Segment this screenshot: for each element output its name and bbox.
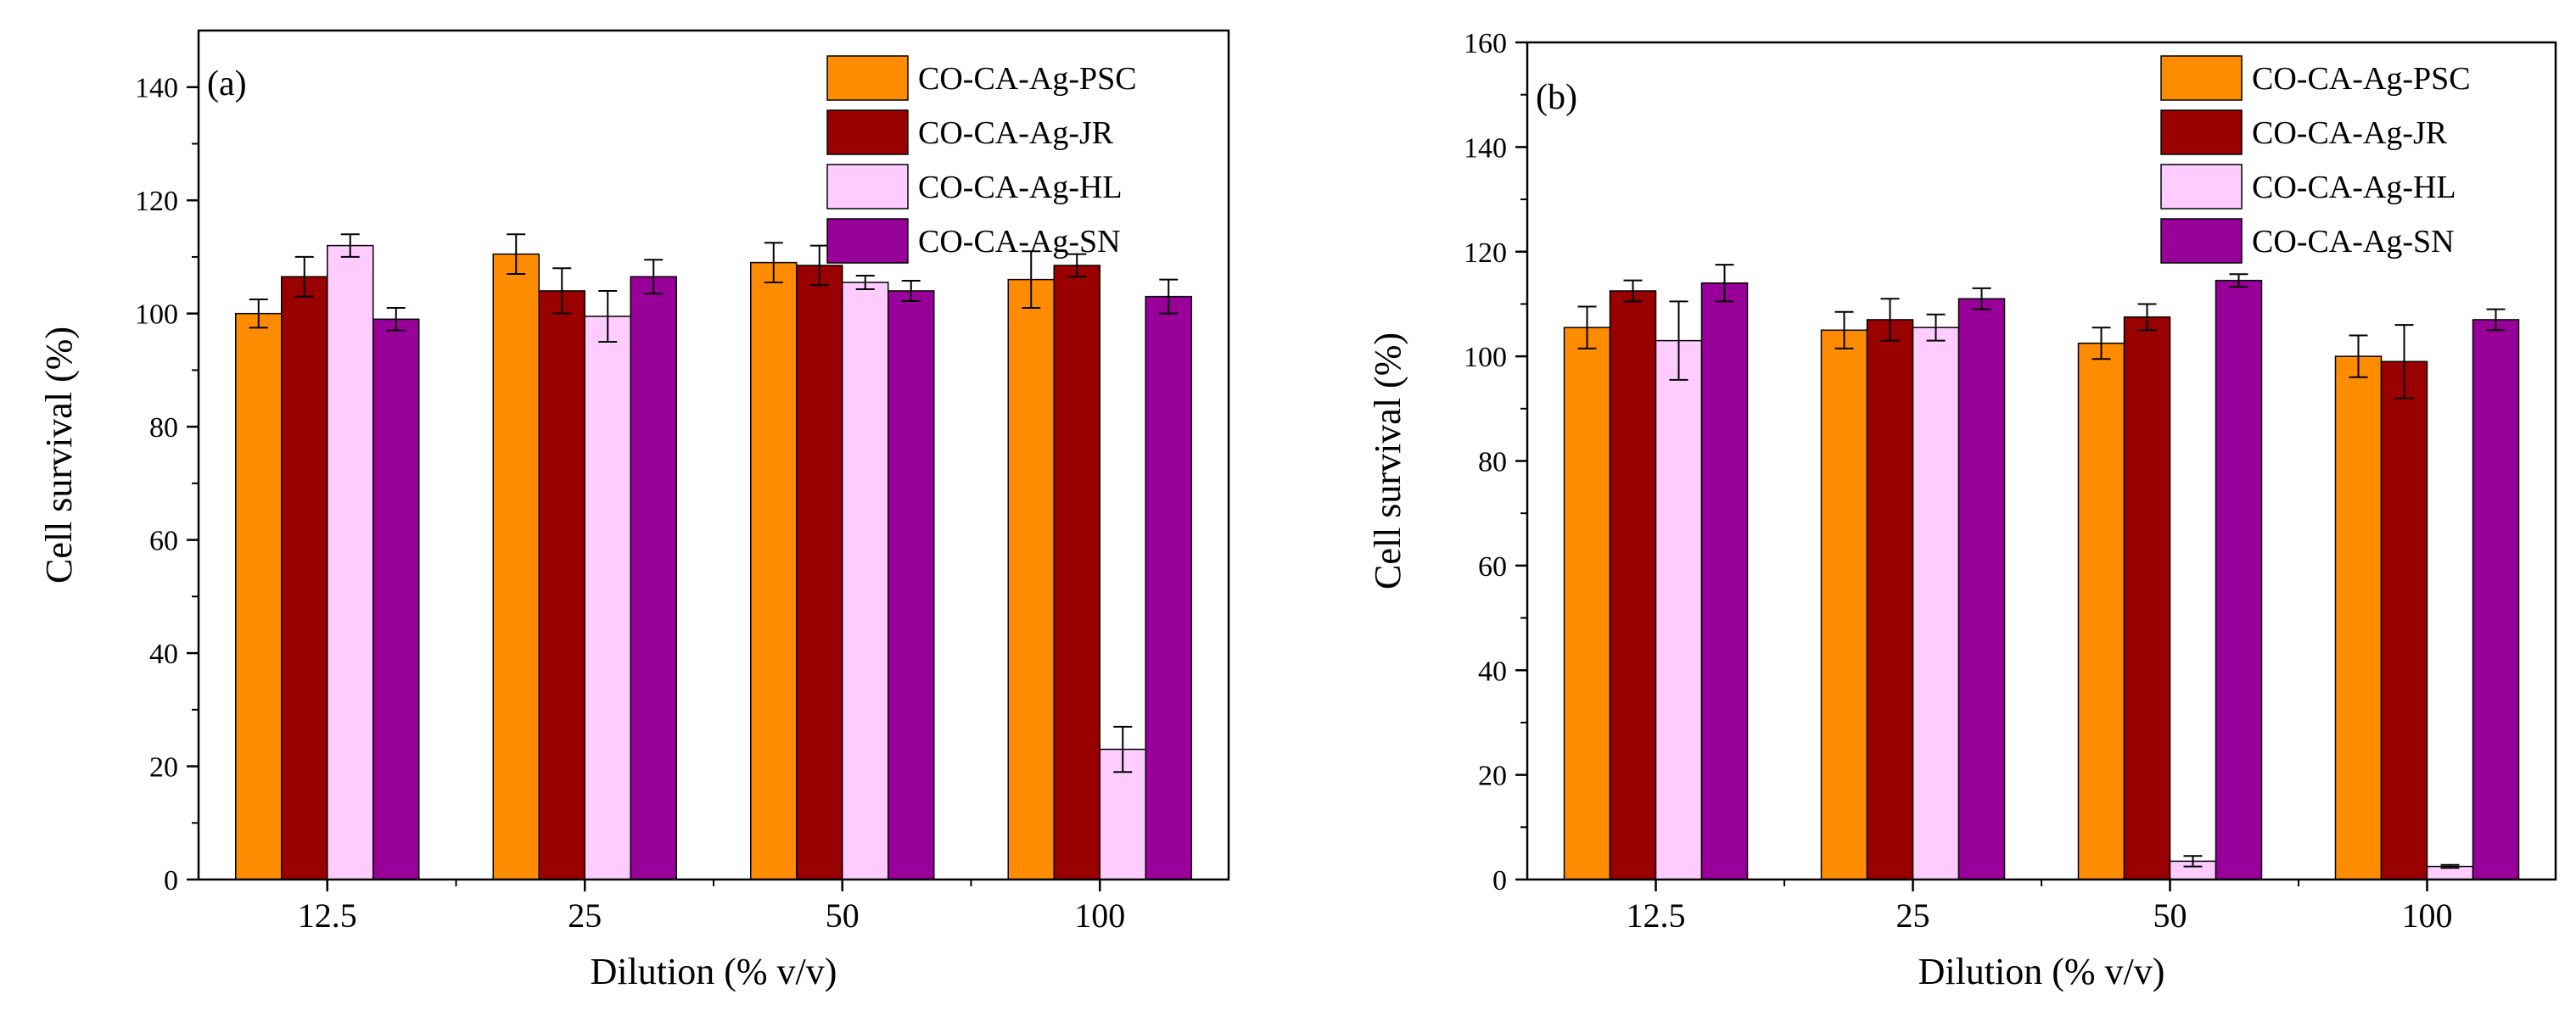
y-axis-title-b: Cell survival (%) bbox=[1367, 332, 1408, 589]
legend-swatch-a-co-ca-ag-psc bbox=[826, 55, 909, 101]
x-tick-label-b-25: 25 bbox=[1896, 896, 1930, 935]
legend-label-b-co-ca-ag-hl: CO-CA-Ag-HL bbox=[2252, 170, 2456, 205]
x-tick-label-b-12.5: 12.5 bbox=[1627, 896, 1686, 935]
bar-a-co-ca-ag-sn-100 bbox=[1145, 295, 1192, 880]
bar-b-co-ca-ag-jr-25 bbox=[1866, 319, 1914, 880]
chart-panel-b: 0 20 40 60 80 100 120 140 160 12.5 25 50 100 Dilution… bbox=[1367, 28, 2557, 992]
y-tick-label-a-20: 20 bbox=[149, 752, 178, 784]
legend-label-b-co-ca-ag-sn: CO-CA-Ag-SN bbox=[2252, 224, 2455, 260]
bar-a-co-ca-ag-psc-25 bbox=[492, 253, 540, 880]
bar-a-co-ca-ag-jr-12.5 bbox=[281, 276, 328, 880]
x-tick-label-a-25: 25 bbox=[568, 896, 602, 935]
bar-b-co-ca-ag-jr-100 bbox=[2380, 360, 2428, 880]
y-tick-label-b-80: 80 bbox=[1478, 447, 1507, 478]
bar-b-co-ca-ag-sn-25 bbox=[1957, 298, 2006, 880]
legend-label-b-co-ca-ag-jr: CO-CA-Ag-JR bbox=[2252, 115, 2448, 151]
bar-b-co-ca-ag-psc-50 bbox=[2077, 342, 2125, 880]
bar-b-co-ca-ag-sn-12.5 bbox=[1700, 282, 1749, 880]
y-tick-label-b-40: 40 bbox=[1478, 656, 1507, 687]
bar-a-co-ca-ag-psc-12.5 bbox=[235, 312, 283, 880]
bar-b-co-ca-ag-sn-50 bbox=[2215, 279, 2263, 880]
y-tick-label-b-160: 160 bbox=[1464, 28, 1507, 59]
x-tick-label-a-12.5: 12.5 bbox=[298, 896, 357, 935]
y-tick-label-b-100: 100 bbox=[1464, 342, 1507, 373]
legend-label-a-co-ca-ag-hl: CO-CA-Ag-HL bbox=[918, 170, 1123, 205]
panel-label-a: (a) bbox=[207, 64, 247, 103]
bar-a-co-ca-ag-jr-25 bbox=[538, 290, 585, 880]
bar-a-co-ca-ag-hl-50 bbox=[842, 282, 889, 880]
legend-swatch-a-co-ca-ag-hl bbox=[826, 164, 909, 209]
x-axis-title-a: Dilution (% v/v) bbox=[591, 951, 837, 992]
legend-swatch-b-co-ca-ag-psc bbox=[2160, 55, 2243, 101]
bar-b-co-ca-ag-jr-12.5 bbox=[1609, 290, 1657, 880]
y-tick-label-a-60: 60 bbox=[149, 526, 178, 557]
bar-a-co-ca-ag-sn-25 bbox=[630, 276, 677, 880]
bar-b-co-ca-ag-hl-12.5 bbox=[1655, 339, 1703, 880]
bar-b-co-ca-ag-sn-100 bbox=[2472, 319, 2520, 880]
bar-a-co-ca-ag-hl-12.5 bbox=[327, 244, 374, 880]
bar-b-co-ca-ag-jr-50 bbox=[2123, 316, 2171, 880]
legend-swatch-b-co-ca-ag-sn bbox=[2160, 218, 2243, 264]
legend-swatch-a-co-ca-ag-jr bbox=[826, 109, 909, 155]
legend-label-a-co-ca-ag-jr: CO-CA-Ag-JR bbox=[918, 115, 1114, 151]
bar-b-co-ca-ag-psc-25 bbox=[1820, 329, 1868, 880]
x-tick-label-b-50: 50 bbox=[2153, 896, 2187, 935]
y-tick-label-b-20: 20 bbox=[1478, 761, 1507, 792]
legend-swatch-b-co-ca-ag-hl bbox=[2160, 164, 2243, 209]
y-tick-label-a-120: 120 bbox=[135, 186, 178, 217]
bar-a-co-ca-ag-hl-25 bbox=[584, 316, 631, 880]
panel-label-b: (b) bbox=[1536, 78, 1577, 117]
y-axis-title-a: Cell survival (%) bbox=[38, 327, 80, 584]
bar-b-co-ca-ag-psc-12.5 bbox=[1563, 327, 1611, 880]
y-tick-label-b-140: 140 bbox=[1464, 132, 1507, 164]
bar-b-co-ca-ag-hl-25 bbox=[1912, 327, 1960, 880]
legend-label-b-co-ca-ag-psc: CO-CA-Ag-PSC bbox=[2252, 61, 2471, 97]
y-tick-label-b-60: 60 bbox=[1478, 551, 1507, 583]
legend-swatch-a-co-ca-ag-sn bbox=[826, 218, 909, 264]
y-tick-label-a-0: 0 bbox=[164, 865, 178, 896]
bar-a-co-ca-ag-jr-50 bbox=[796, 265, 843, 880]
chart-panel-a: 0 20 40 60 80 100 120 140 12.5 25 50 100 Dilution (%… bbox=[38, 29, 1230, 992]
bar-a-co-ca-ag-jr-100 bbox=[1053, 265, 1100, 880]
x-tick-label-a-50: 50 bbox=[826, 896, 860, 935]
bar-a-co-ca-ag-psc-50 bbox=[750, 261, 798, 880]
bar-a-co-ca-ag-psc-100 bbox=[1007, 278, 1055, 880]
y-tick-label-a-140: 140 bbox=[135, 73, 178, 104]
y-tick-label-a-40: 40 bbox=[149, 639, 178, 670]
x-tick-label-a-100: 100 bbox=[1074, 896, 1125, 935]
legend-label-a-co-ca-ag-psc: CO-CA-Ag-PSC bbox=[918, 61, 1137, 97]
legend-swatch-b-co-ca-ag-jr bbox=[2160, 109, 2243, 155]
bar-a-co-ca-ag-sn-50 bbox=[888, 290, 935, 880]
legend-label-a-co-ca-ag-sn: CO-CA-Ag-SN bbox=[918, 224, 1121, 260]
y-tick-label-b-0: 0 bbox=[1492, 865, 1507, 896]
y-tick-label-a-100: 100 bbox=[135, 299, 178, 331]
y-tick-label-a-80: 80 bbox=[149, 412, 178, 444]
bar-a-co-ca-ag-sn-12.5 bbox=[372, 318, 420, 880]
bar-b-co-ca-ag-psc-100 bbox=[2334, 355, 2383, 880]
x-axis-title-b: Dilution (% v/v) bbox=[1918, 951, 2165, 992]
x-tick-label-b-100: 100 bbox=[2402, 896, 2453, 935]
y-tick-label-b-120: 120 bbox=[1464, 237, 1507, 269]
